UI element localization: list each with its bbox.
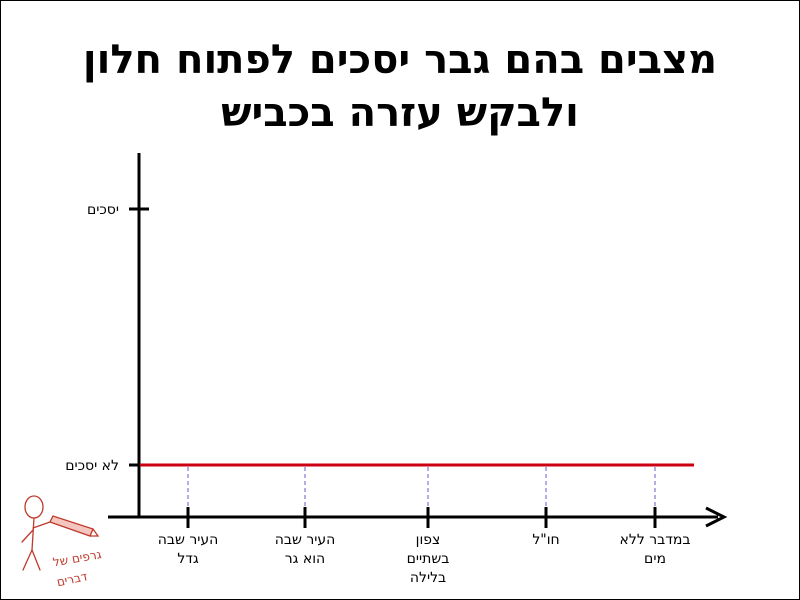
stick-figure-logo-icon: גרפים של דברים bbox=[21, 495, 103, 589]
logo-text-line2: דברים bbox=[55, 569, 89, 589]
x-tick-label: צפון בשתיים בלילה bbox=[407, 532, 450, 586]
x-axis-arrow-icon bbox=[705, 506, 728, 528]
y-tick-label: יסכים bbox=[87, 202, 119, 218]
x-tick-label: העיר שבה גדל bbox=[158, 532, 219, 567]
logo-text-line1: גרפים של bbox=[52, 547, 103, 569]
y-tick-label: לא יסכים bbox=[65, 458, 119, 474]
x-tick-label: חו"ל bbox=[532, 532, 559, 548]
chart-title: מצבים בהם גבר יסכים לפתוח חלון ולבקש עזרה… bbox=[82, 37, 718, 136]
x-tick-label: במדבר ללא מים bbox=[620, 532, 691, 567]
x-tick-label: העיר שבה הוא גר bbox=[275, 532, 336, 567]
